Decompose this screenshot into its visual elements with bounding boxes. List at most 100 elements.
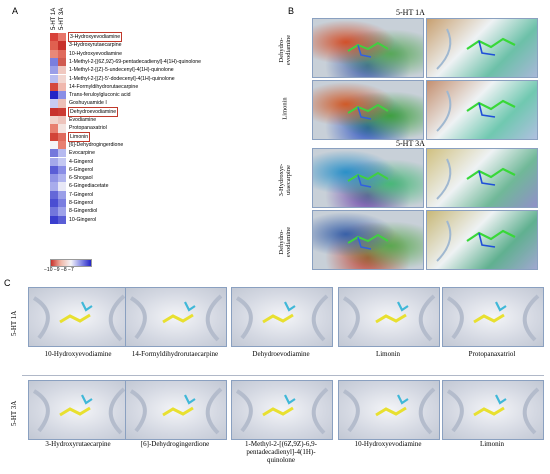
panel-b-title-5ht3a: 5-HT 3A [396, 139, 425, 148]
heatmap-row [50, 91, 66, 100]
heatmap-row-label: 4-Gingerol [69, 158, 94, 165]
panel-a-label: A [12, 6, 19, 16]
heatmap-row [50, 74, 66, 83]
heatmap-row [50, 57, 66, 67]
heatmap-row-label: 6-Shogaol [69, 175, 93, 182]
panel-c-docking-image [338, 287, 440, 347]
panel-c-caption: 1-Methyl-2-[(6Z,9Z)-6,9- pentadecadienyl… [245, 440, 317, 464]
heatmap-cell-5ht3a [58, 33, 66, 42]
ligand-pose-icon [342, 294, 436, 342]
heatmap-row-label: Protopanaxatriol [69, 125, 107, 132]
heatmap-cell-5ht3a [58, 207, 66, 216]
ligand-pose-icon [129, 294, 223, 342]
heatmap-legend-bar [50, 259, 92, 267]
heatmap-cell-5ht1a [50, 33, 58, 42]
heatmap-row-label: 1-Methyl-2-[(Z)-5'-dodecenyl]-4(1H)-quin… [69, 75, 175, 82]
panel-b-row-label: Limonin [281, 97, 289, 120]
heatmap-row [50, 41, 66, 50]
heatmap-cell-5ht1a [50, 199, 58, 208]
panel-c-caption: Limonin [375, 350, 401, 358]
heatmap-row [50, 157, 66, 166]
panel-c-caption: 3-Hydroxyrutaecarpine [45, 440, 111, 448]
heatmap-cell-5ht3a [58, 57, 66, 67]
heatmap-row-label: 14-Formyldihydrorutaecarpine [69, 83, 139, 90]
heatmap-row-label: 8-Gingerol [69, 200, 94, 206]
panel-c-docking-image [28, 380, 130, 440]
ligand-pose-icon [235, 294, 329, 342]
heatmap-col-5ht1a: 5-HT 1A [51, 7, 57, 30]
panel-c-docking-image [231, 287, 333, 347]
heatmap-row-label: 1-Methyl-2-[(6Z,9Z)-69-pentadecadienyl]-… [69, 58, 202, 65]
panel-c-docking-image [125, 287, 227, 347]
panel-c-docking-image [338, 380, 440, 440]
ligand-pose-icon [235, 387, 329, 435]
heatmap-cell-5ht3a [58, 215, 66, 224]
heatmap-row-label: Dehydroevodiamine [67, 106, 119, 118]
panel-c-caption: Dehydroevodiamine [252, 350, 310, 358]
heatmap-row-label: Evodiamine [69, 117, 97, 123]
heatmap-row-label: Goshuyuamide I [69, 100, 107, 107]
heatmap-cell-5ht1a [50, 74, 58, 83]
heatmap-cell-5ht1a [50, 107, 58, 116]
ligand-pose-icon [32, 387, 126, 435]
ligand-pose-icon [32, 294, 126, 342]
heatmap-row-label: 10-Gingerol [69, 216, 97, 223]
heatmap-cell-5ht1a [50, 157, 58, 166]
heatmap-row-label: 10-Hydroxyevodiamine [69, 50, 123, 57]
panel-b-surface-image [312, 148, 424, 208]
heatmap-row-label: 7-Gingerol [69, 191, 94, 198]
heatmap-cell-5ht1a [50, 82, 58, 92]
heatmap-row [50, 116, 66, 125]
heatmap-row [50, 215, 66, 224]
panel-c-caption: 14-Formyldihydrorutaecarpine [131, 350, 219, 358]
heatmap-cell-5ht1a [50, 132, 58, 141]
panel-b-surface-image [312, 210, 424, 270]
heatmap-row [50, 107, 66, 116]
heatmap-cell-5ht3a [58, 140, 66, 150]
heatmap-cell-5ht3a [58, 82, 66, 92]
ligand-pose-icon [129, 387, 223, 435]
panel-b-ribbon-image [426, 18, 538, 78]
panel-b-ribbon-image [426, 210, 538, 270]
panel-b-label: B [288, 6, 295, 16]
panel-b-ribbon-image [426, 148, 538, 208]
heatmap-row [50, 140, 66, 150]
heatmap-row [50, 99, 66, 108]
panel-c-label: C [4, 278, 11, 288]
panel-b-surface-image [312, 80, 424, 140]
heatmap-cell-5ht1a [50, 215, 58, 224]
heatmap-row [50, 199, 66, 208]
heatmap-row-label: 3-Hydroxyevodiamine [67, 31, 123, 43]
heatmap-row-label: Trans-feruloylgluconic acid [69, 92, 131, 99]
heatmap-cell-5ht3a [58, 116, 66, 125]
heatmap-cell-5ht1a [50, 99, 58, 108]
heatmap-legend-ticks: −10 −9 −8 −7 [44, 267, 74, 273]
ligand-stick-icon [436, 90, 516, 132]
ligand-pose-icon [446, 294, 540, 342]
panel-c-docking-image [442, 380, 544, 440]
panel-c-row-label-5ht3a: 5-HT 3A [10, 400, 18, 426]
heatmap-row [50, 132, 66, 141]
panel-c-row-label-5ht1a: 5-HT 1A [10, 310, 18, 336]
ligand-pose-icon [342, 387, 436, 435]
panel-b-surface-image [312, 18, 424, 78]
panel-c-caption: 10-Hydroxyevodiamine [44, 350, 112, 358]
panel-b-row-label: Dehydro- evodiamine [278, 34, 292, 66]
heatmap-cell-5ht3a [58, 157, 66, 166]
heatmap-row-label: Limonin [67, 131, 91, 142]
ligand-stick-icon [347, 233, 389, 250]
ligand-stick-icon [347, 41, 389, 58]
heatmap-cell-5ht1a [50, 174, 58, 183]
panel-c-docking-image [125, 380, 227, 440]
heatmap-cell-5ht3a [58, 49, 66, 58]
heatmap-row-label: 6-Gingerol [69, 166, 94, 173]
heatmap-cell-5ht3a [58, 165, 66, 175]
heatmap-cell-5ht3a [58, 99, 66, 108]
heatmap-cell-5ht3a [58, 41, 66, 50]
heatmap-cell-5ht1a [50, 116, 58, 125]
heatmap-cell-5ht3a [58, 74, 66, 83]
ligand-stick-icon [436, 158, 516, 200]
heatmap-cell-5ht1a [50, 165, 58, 175]
heatmap-cell-5ht3a [58, 124, 66, 133]
heatmap-row-label: 3-Hydroxyrutaecarpine [69, 42, 122, 49]
